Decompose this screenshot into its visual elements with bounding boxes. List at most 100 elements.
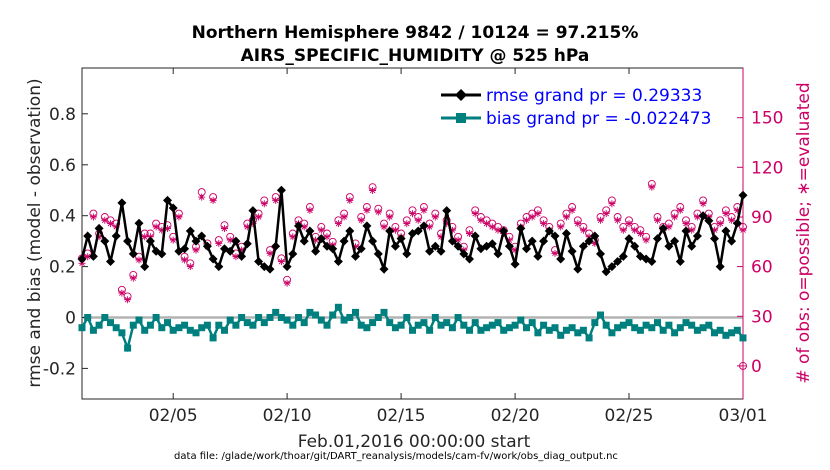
rmse-marker — [83, 231, 93, 241]
rmse-marker — [675, 257, 685, 266]
obs-evaluated-marker — [209, 196, 217, 204]
bias-marker — [671, 329, 679, 337]
rmse-marker — [362, 221, 372, 231]
rmse-marker — [710, 234, 719, 244]
bias-marker — [107, 319, 114, 327]
bias-marker — [431, 314, 439, 321]
bias-marker — [443, 319, 451, 327]
rmse-marker — [242, 239, 252, 249]
x-axis-ticks: 02/05 02/10 02/15 02/20 02/25 03/01 — [149, 68, 768, 426]
rmse-marker — [157, 249, 167, 259]
rmse-marker — [134, 218, 144, 228]
obs-evaluated-marker — [363, 206, 371, 214]
obs-evaluated-marker — [198, 193, 206, 201]
bias-marker — [164, 319, 171, 327]
bias-marker — [374, 314, 382, 321]
rmse-marker — [687, 241, 697, 251]
bias-marker — [141, 326, 149, 334]
rmse-marker — [185, 226, 195, 236]
bias-marker — [346, 314, 354, 321]
bias-marker — [329, 311, 337, 319]
obs-evaluated-marker — [523, 216, 530, 224]
rmse-marker — [556, 254, 566, 264]
bias-marker — [426, 326, 434, 334]
rmse-marker — [533, 251, 543, 261]
bias-marker — [124, 344, 132, 352]
obs-evaluated-marker — [312, 236, 320, 244]
legend: rmse grand pr = 0.29333 bias grand pr = … — [441, 86, 711, 129]
bias-marker — [198, 324, 206, 332]
obs-evaluated-marker — [226, 236, 234, 244]
bias-series — [78, 303, 747, 353]
obs-evaluated-marker — [129, 274, 137, 282]
rmse-marker — [504, 241, 514, 251]
left-y-tick-label: 0.6 — [49, 156, 76, 176]
bias-marker — [238, 314, 246, 321]
obs-evaluated-marker — [551, 249, 559, 257]
bias-marker — [636, 326, 644, 334]
obs-evaluated-marker — [579, 226, 587, 234]
obs-evaluated-marker — [289, 233, 297, 241]
bias-marker — [95, 321, 103, 329]
bias-marker — [494, 319, 502, 327]
obs-evaluated-marker — [602, 210, 610, 218]
bias-marker — [89, 326, 97, 334]
obs-evaluated-marker — [232, 253, 240, 261]
rmse-marker — [168, 203, 178, 213]
obs-evaluated-marker — [169, 236, 177, 244]
obs-evaluated-marker — [317, 226, 325, 234]
obs-evaluated-marker — [671, 213, 679, 221]
rmse-marker — [276, 185, 286, 195]
obs-evaluated-marker — [562, 213, 570, 221]
bias-marker — [631, 324, 639, 332]
rmse-marker — [527, 236, 537, 246]
obs-evaluated-marker — [89, 213, 97, 221]
rmse-marker — [647, 257, 657, 266]
bias-marker — [357, 321, 365, 329]
rmse-marker — [385, 226, 395, 236]
rmse-marker — [732, 218, 742, 228]
rmse-marker — [653, 234, 662, 244]
rmse-marker — [208, 254, 218, 264]
obs-evaluated-marker — [728, 216, 736, 224]
rmse-marker — [316, 234, 326, 244]
bias-marker — [585, 334, 593, 342]
bias-marker — [317, 316, 325, 324]
bias-marker — [574, 329, 582, 337]
chart-title-line2: AIRS_SPECIFIC_HUMIDITY @ 525 hPa — [241, 46, 590, 66]
bias-marker — [528, 319, 536, 327]
bias-marker — [699, 324, 707, 332]
rmse-marker — [237, 251, 247, 261]
obs-evaluated-marker — [306, 206, 314, 214]
obs-evaluated-marker — [557, 223, 565, 231]
obs-evaluated-marker — [574, 220, 582, 228]
rmse-marker — [442, 206, 452, 216]
obs-evaluated-marker — [483, 220, 491, 228]
obs-evaluated-marker — [614, 216, 622, 224]
rmse-marker — [231, 236, 241, 246]
bias-marker — [511, 321, 519, 329]
left-y-tick-label: 0.4 — [49, 207, 76, 227]
obs-evaluated-marker — [277, 258, 285, 266]
rmse-marker — [692, 231, 702, 241]
rmse-marker — [573, 264, 583, 274]
legend-rmse-label: rmse grand pr = 0.29333 — [486, 86, 702, 106]
bias-marker — [562, 326, 570, 334]
chart-title-line1: Northern Hemisphere 9842 / 10124 = 97.21… — [192, 23, 639, 43]
rmse-marker — [396, 234, 406, 244]
bias-marker — [352, 308, 359, 316]
bias-marker — [409, 326, 416, 334]
bias-marker — [437, 321, 445, 329]
obs-evaluated-marker — [403, 220, 411, 228]
obs-evaluated-marker — [221, 225, 228, 232]
legend-bias-label: bias grand pr = -0.022473 — [486, 109, 711, 129]
rmse-marker — [510, 259, 520, 269]
rmse-marker — [430, 241, 440, 251]
bias-marker — [312, 311, 320, 319]
bias-marker — [232, 321, 240, 329]
bias-marker — [551, 324, 559, 332]
bias-marker — [540, 321, 548, 329]
obs-evaluated-marker — [124, 296, 132, 304]
legend-rmse-swatch-marker — [455, 89, 467, 101]
